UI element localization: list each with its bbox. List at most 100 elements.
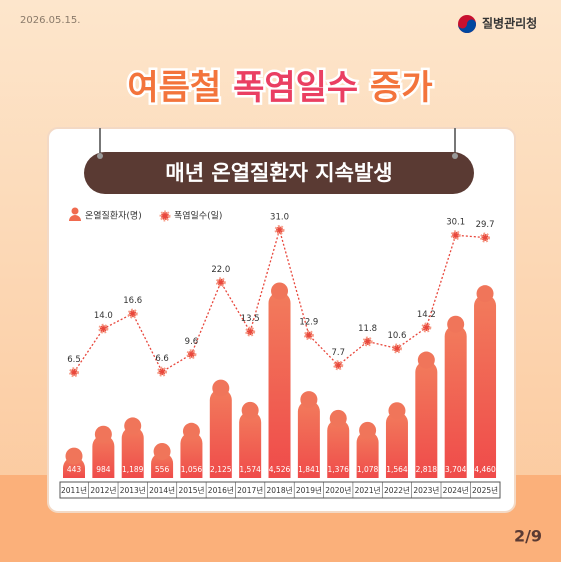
bar-value-label: 3,704 [445, 465, 467, 474]
line-point [127, 308, 138, 319]
bar-value-label: 984 [96, 465, 111, 474]
bar-value-label: 1,574 [239, 465, 261, 474]
bar-head [65, 447, 83, 465]
line-value-label: 9.6 [185, 337, 199, 347]
bar-value-label: 2,125 [210, 465, 232, 474]
bar-head [447, 315, 465, 333]
line-point [391, 343, 402, 354]
line-point [333, 360, 344, 371]
bar [474, 294, 497, 478]
line-point [480, 232, 491, 243]
bar-head [476, 285, 494, 303]
line-point [421, 322, 432, 333]
x-tick-label: 2020년 [325, 485, 351, 495]
bar-value-label: 1,841 [298, 465, 320, 474]
bar [444, 325, 467, 478]
x-tick-label: 2017년 [237, 485, 263, 495]
line-value-label: 30.1 [446, 218, 465, 228]
x-tick-label: 2014년 [149, 485, 175, 495]
bar [268, 292, 291, 478]
bar-value-label: 443 [67, 465, 82, 474]
bar [297, 400, 320, 478]
bar-value-label: 556 [155, 465, 170, 474]
line-value-label: 10.6 [387, 331, 406, 341]
line-point [245, 326, 256, 337]
bar-value-label: 1,189 [122, 465, 144, 474]
subtitle-banner [84, 152, 474, 194]
bar-value-label: 4,526 [269, 465, 291, 474]
line-value-label: 31.0 [270, 213, 289, 223]
line-value-label: 7.7 [331, 348, 345, 358]
line-point [215, 277, 226, 288]
bar-head [124, 417, 142, 435]
line-value-label: 16.6 [123, 296, 142, 306]
bar-head [153, 443, 171, 461]
bar-head [241, 401, 259, 419]
line-point [157, 366, 168, 377]
pin [97, 153, 103, 159]
line-point [362, 336, 373, 347]
x-tick-label: 2012년 [90, 485, 116, 495]
line-point [274, 225, 285, 235]
x-tick-label: 2022년 [384, 485, 410, 495]
pin [452, 153, 458, 159]
line-value-label: 14.0 [94, 311, 113, 321]
title-part: 증가 [370, 68, 433, 108]
line-value-label: 6.5 [67, 355, 81, 365]
line-value-label: 29.7 [476, 220, 495, 230]
bar-value-label: 1,564 [386, 465, 408, 474]
bar-head [271, 282, 289, 300]
bar [415, 361, 438, 478]
line-point [69, 367, 79, 378]
x-tick-label: 2018년 [267, 485, 293, 495]
x-tick-label: 2024년 [443, 485, 469, 495]
bar-head [329, 409, 347, 427]
line-point [186, 349, 197, 360]
bar-value-label: 1,376 [327, 465, 349, 474]
bar [209, 389, 232, 478]
bar [385, 411, 408, 478]
x-tick-label: 2016년 [208, 485, 234, 495]
bar-head [182, 422, 200, 440]
bar [180, 432, 203, 478]
line-point [303, 330, 314, 341]
bar [356, 431, 379, 478]
x-tick-label: 2021년 [355, 485, 381, 495]
bar [92, 435, 115, 478]
legend-icon [159, 210, 171, 222]
year-row [59, 481, 501, 499]
agency-logo-part [458, 19, 476, 33]
line-value-label: 11.8 [358, 324, 377, 334]
bar [239, 411, 262, 478]
title-part: 폭염일수 [233, 68, 358, 108]
bar-value-label: 1,056 [181, 465, 203, 474]
legend-label: 온열질환자(명) [85, 210, 142, 222]
bar-head [212, 379, 230, 397]
x-tick-label: 2025년 [472, 485, 498, 495]
legend-icon [69, 215, 81, 221]
line-value-label: 12.9 [299, 318, 318, 328]
x-tick-label: 2015년 [178, 485, 204, 495]
main-title: 여름철 폭염일수 증가 [127, 68, 432, 108]
bar-head [300, 391, 318, 409]
bar-head [388, 402, 406, 420]
bar-value-label: 1,078 [357, 465, 379, 474]
bar-head [359, 421, 377, 439]
bar [151, 452, 174, 478]
line-value-label: 6.6 [155, 354, 169, 364]
line-value-label: 14.2 [417, 310, 436, 320]
bar-value-label: 4,460 [474, 465, 496, 474]
x-tick-label: 2019년 [296, 485, 322, 495]
bar-value-label: 2,818 [416, 465, 438, 474]
agency: 질병관리청 [482, 16, 537, 31]
legend-label: 폭염일수(일) [174, 211, 222, 222]
bar-head [417, 351, 435, 369]
date: 2026.05.15. [20, 15, 80, 26]
title-part: 여름철 [127, 68, 221, 108]
line-point [450, 230, 461, 241]
line-point [98, 323, 109, 334]
legend-icon [71, 207, 79, 215]
line-value-label: 13.5 [241, 314, 260, 324]
